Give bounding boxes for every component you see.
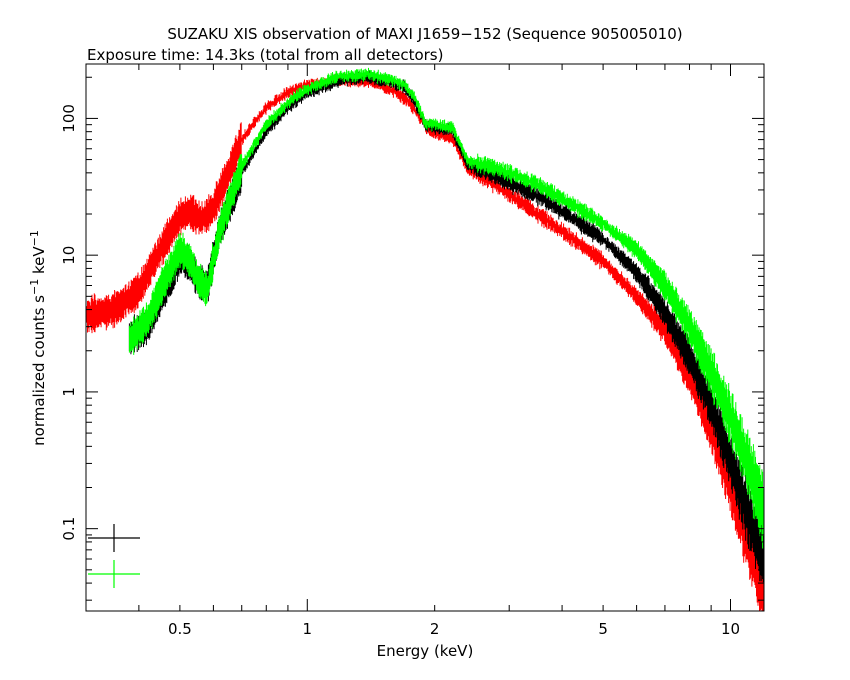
x-tick-label: 1 [303, 620, 313, 638]
y-axis-label: normalized counts s−1 keV−1 [28, 230, 48, 446]
chart-subtitle: Exposure time: 14.3ks (total from all de… [87, 46, 443, 64]
x-tick-label: 5 [598, 620, 608, 638]
y-tick-label: 10 [60, 246, 78, 265]
series-layer [85, 67, 765, 611]
y-tick-label: 1 [60, 387, 78, 397]
x-tick-label: 10 [721, 620, 740, 638]
plot-frame [85, 63, 765, 612]
legend [88, 524, 140, 588]
y-tick-label: 0.1 [60, 517, 78, 541]
chart-title: SUZAKU XIS observation of MAXI J1659−152… [167, 25, 682, 43]
x-tick-label: 2 [430, 620, 440, 638]
y-axis-label-exp2: −1 [28, 230, 41, 246]
legend-marker-1 [88, 560, 140, 588]
y-axis-label-mid: keV [30, 246, 48, 279]
y-tick-label: 100 [60, 104, 78, 133]
y-axis-label-exp1: −1 [28, 279, 41, 295]
legend-marker-0 [88, 524, 140, 552]
series-2-trace [129, 71, 765, 515]
x-tick-label: 0.5 [168, 620, 192, 638]
x-axis-label: Energy (keV) [377, 642, 474, 660]
y-axis-label-main: normalized counts s [30, 295, 48, 446]
series-2 [128, 67, 765, 549]
axis-layer: 0.5 1 2 5 10 0.1 1 10 100 [60, 64, 764, 638]
